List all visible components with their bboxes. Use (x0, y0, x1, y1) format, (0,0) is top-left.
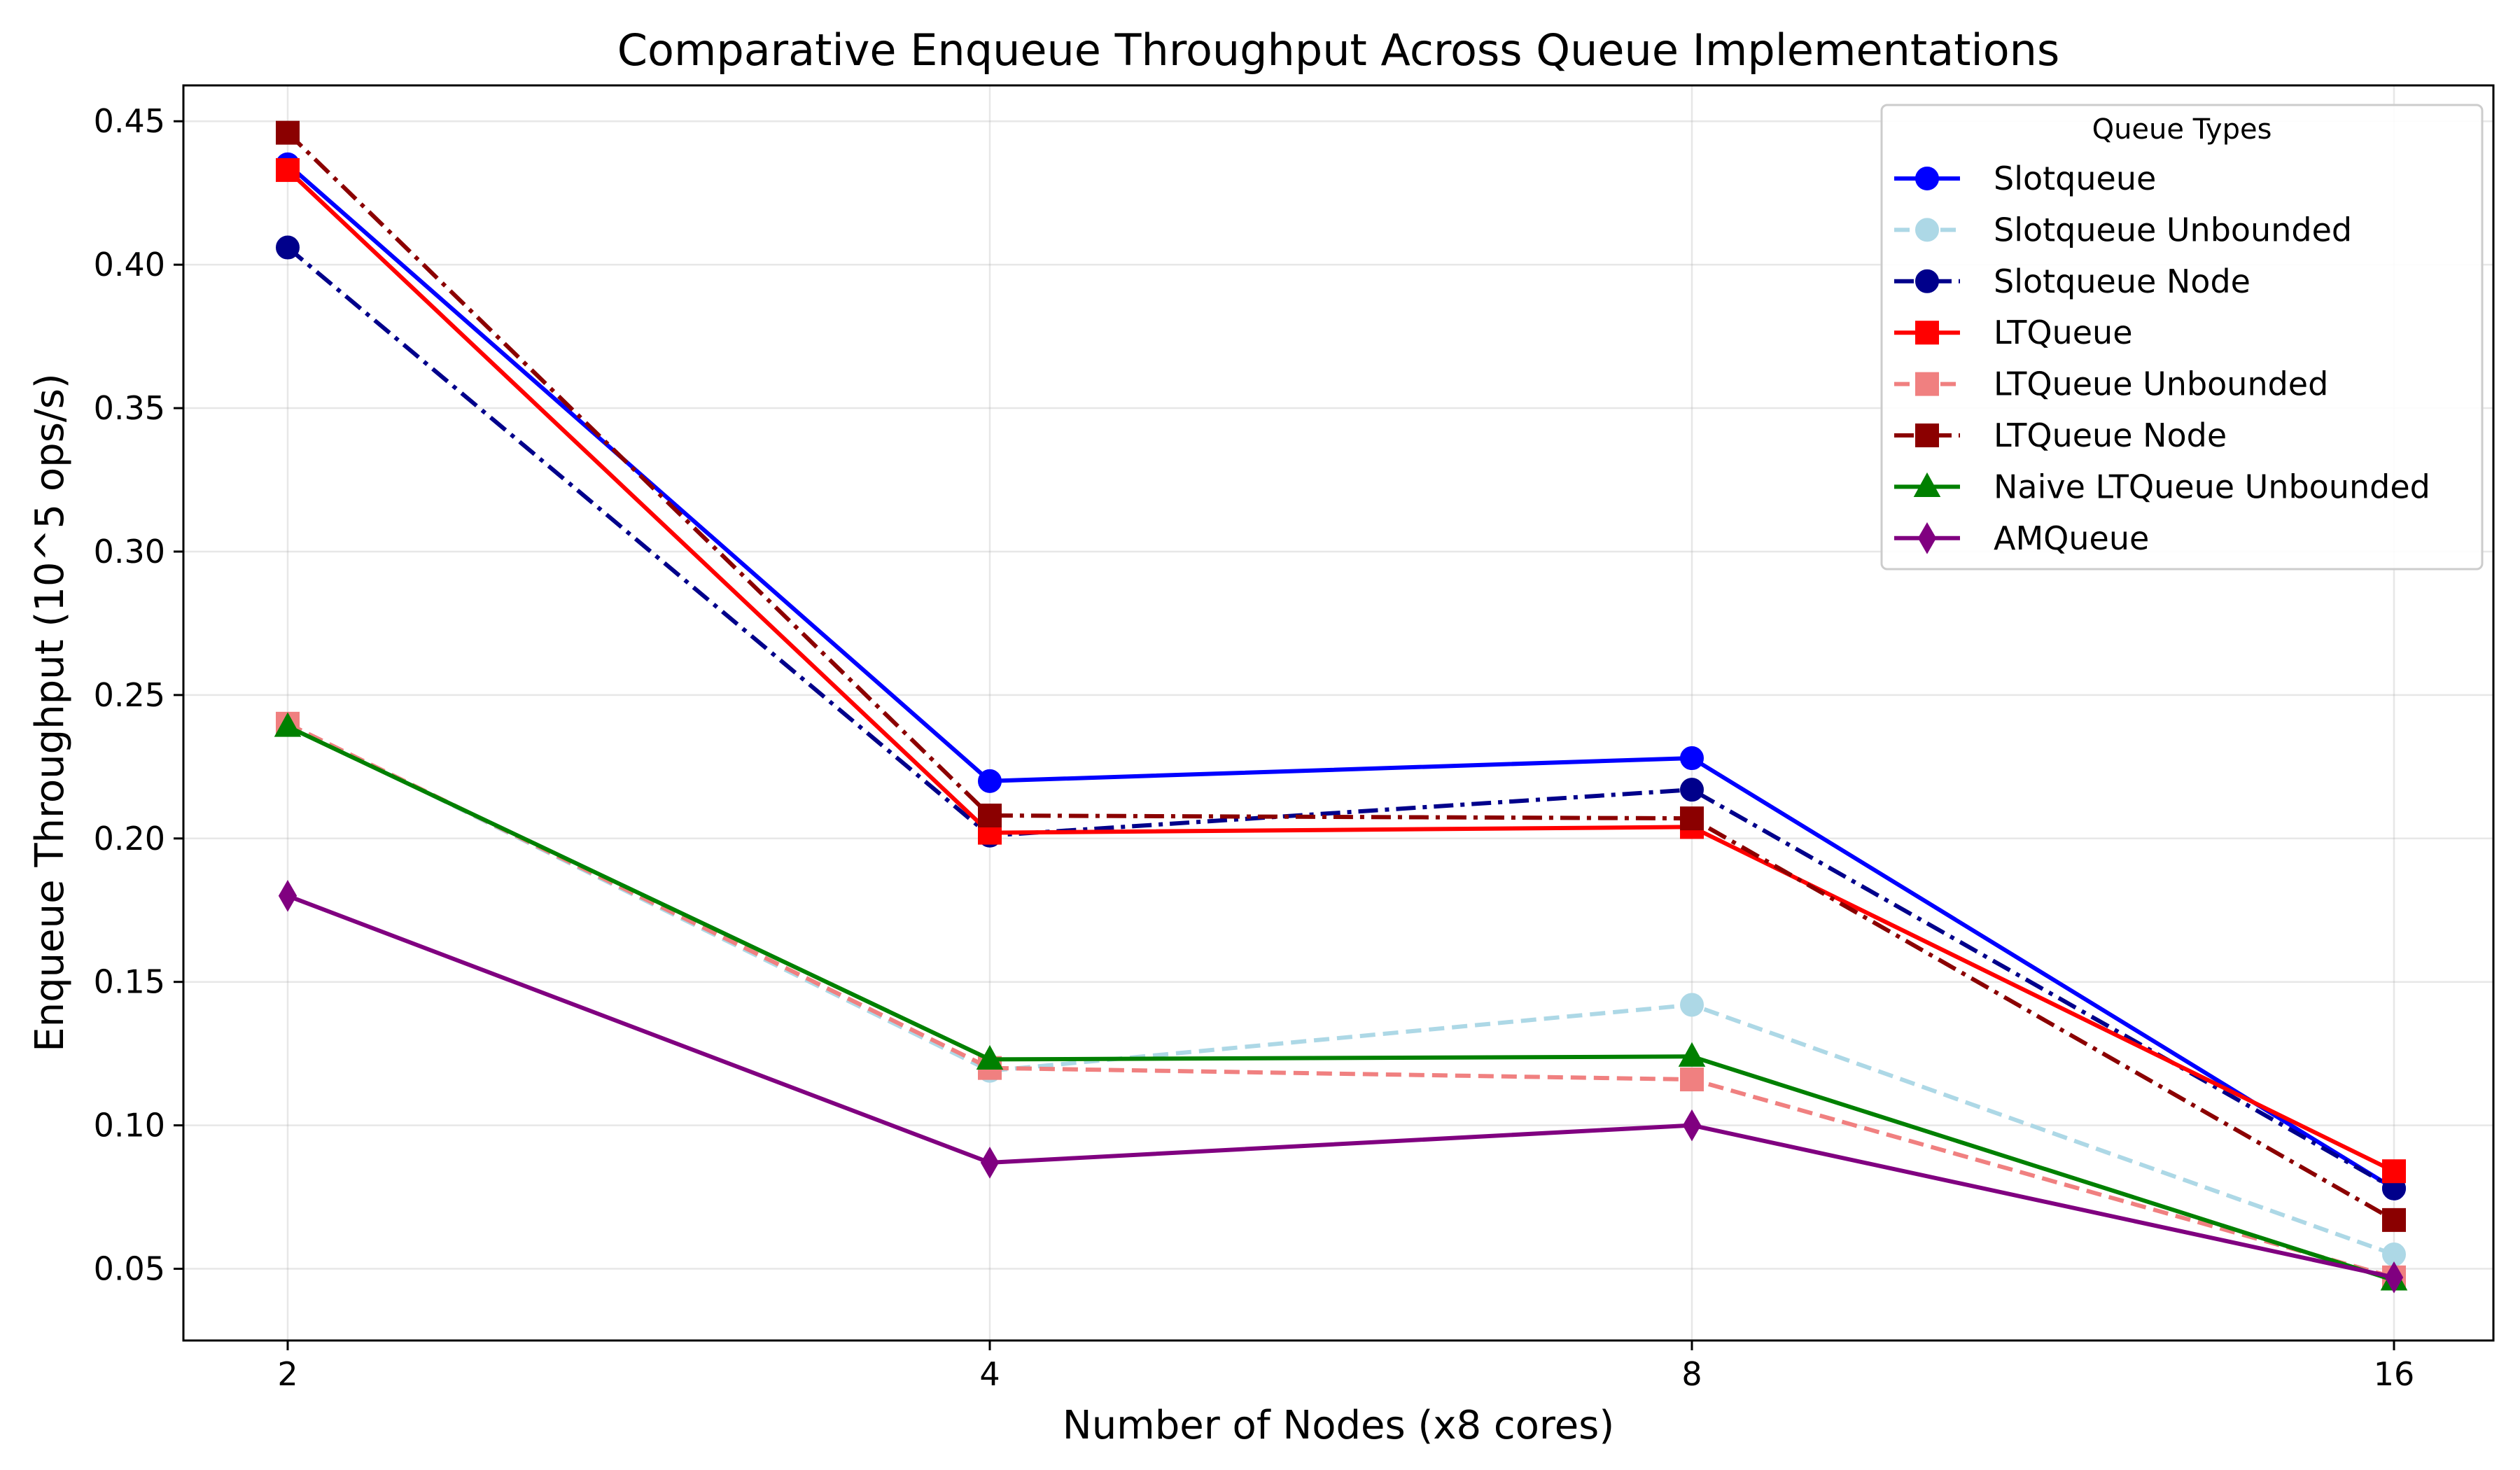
legend-label: Slotqueue Unbounded (1994, 211, 2352, 248)
series-7 (278, 879, 2404, 1294)
legend-item: LTQueue (1894, 314, 2133, 351)
legend-label: AMQueue (1994, 519, 2149, 557)
x-tick-label: 4 (979, 1355, 1000, 1393)
legend-item: LTQueue Unbounded (1894, 365, 2328, 403)
legend-marker (1915, 167, 1939, 190)
legend-items: Slotqueue Slotqueue Unbounded Slotqueue No… (1894, 160, 2430, 557)
series-line (286, 131, 2395, 1222)
y-tick-label: 0.40 (94, 246, 165, 284)
data-point (1680, 993, 1704, 1017)
legend-marker (1915, 269, 1939, 293)
data-point (980, 1147, 1000, 1179)
axes: 2 4 8 16 0.05 0.10 0.15 0.20 0.25 0.30 0.35 0.40 0.4… (94, 102, 2415, 1393)
series-line (286, 162, 2395, 1191)
y-tick-label: 0.25 (94, 676, 165, 714)
data-point (976, 1044, 1004, 1070)
y-tick-label: 0.15 (94, 963, 165, 1001)
legend-marker (1915, 372, 1939, 396)
legend-title: Queue Types (2092, 113, 2272, 146)
data-point (2384, 1261, 2404, 1294)
legend-item: Naive LTQueue Unbounded (1894, 468, 2430, 505)
legend-item: AMQueue (1894, 519, 2149, 557)
legend-label: LTQueue Unbounded (1994, 365, 2328, 403)
y-tick-label: 0.10 (94, 1107, 165, 1144)
legend-item: Slotqueue Node (1894, 262, 2250, 300)
data-point (276, 120, 300, 145)
data-point (978, 769, 1002, 793)
data-point (1680, 806, 1704, 831)
y-tick-label: 0.05 (94, 1250, 165, 1288)
series-5 (276, 120, 2406, 1232)
data-point (274, 712, 302, 737)
legend-marker (1913, 472, 1941, 497)
legend-label: Slotqueue (1994, 160, 2156, 197)
series-line (286, 168, 2395, 1173)
x-tick-label: 16 (2374, 1355, 2415, 1393)
legend-label: Slotqueue Node (1994, 262, 2250, 300)
y-tick-label: 0.35 (94, 389, 165, 427)
data-point (1680, 1068, 1704, 1092)
series-line (286, 722, 2395, 1280)
legend-item: Slotqueue (1894, 160, 2156, 197)
series-line (286, 246, 2395, 1191)
legend-marker (1915, 218, 1939, 242)
data-point (978, 804, 1002, 828)
data-point (1680, 746, 1704, 771)
data-point (1680, 778, 1704, 802)
x-tick-label: 2 (277, 1355, 298, 1393)
legend-label: Naive LTQueue Unbounded (1994, 468, 2430, 505)
data-point (278, 879, 298, 912)
legend-item: Slotqueue Unbounded (1894, 211, 2352, 248)
data-point (276, 235, 300, 260)
data-point (1678, 1042, 1706, 1067)
chart-title: Comparative Enqueue Throughput Across Qu… (617, 24, 2060, 76)
series-line (286, 893, 2395, 1280)
legend-item: LTQueue Node (1894, 416, 2227, 454)
y-tick-label: 0.20 (94, 820, 165, 858)
legend-marker (1915, 321, 1939, 345)
legend-marker (1917, 522, 1937, 554)
data-point (2382, 1208, 2406, 1232)
legend-label: LTQueue Node (1994, 416, 2227, 454)
legend-frame (1880, 104, 2484, 570)
x-tick-label: 8 (1681, 1355, 1702, 1393)
y-axis-label: Enqueue Throughput (10^5 ops/s) (27, 373, 73, 1052)
series-lines (274, 120, 2408, 1294)
plot-frame (182, 84, 2495, 1342)
legend-marker (1915, 424, 1939, 447)
x-axis-label: Number of Nodes (x8 cores) (1063, 1403, 1614, 1448)
legend: Queue Types Slotqueue Slotqueue Unbounded… (1880, 104, 2484, 570)
legend-label: LTQueue (1994, 314, 2133, 351)
series-line (286, 722, 2395, 1256)
y-tick-label: 0.45 (94, 102, 165, 140)
data-point (276, 158, 300, 182)
series-line (286, 724, 2395, 1282)
y-tick-label: 0.30 (94, 533, 165, 570)
data-point (2382, 1159, 2406, 1184)
data-point (1682, 1109, 1702, 1142)
